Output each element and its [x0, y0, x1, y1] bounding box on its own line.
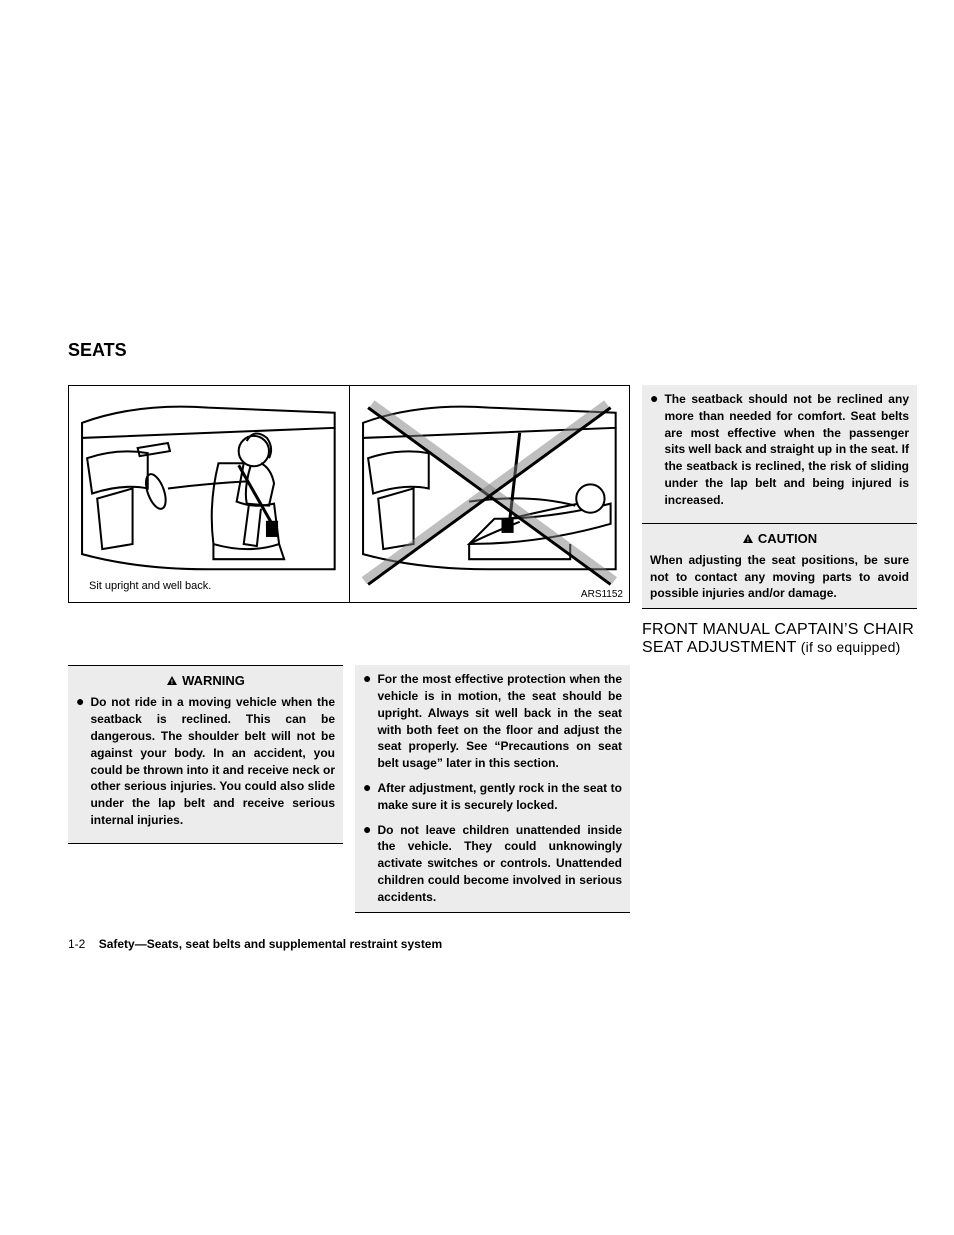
footer-page-number: 1-2: [68, 937, 85, 951]
figure-correct-posture: Sit upright and well back.: [69, 386, 350, 602]
main-grid: Sit upright and well back.: [68, 385, 914, 913]
warning-box: ! WARNING ● Do not ride in a moving vehi…: [68, 665, 343, 844]
bullet-text: Do not leave children unattended inside …: [377, 822, 622, 906]
bullet-text: The seatback should not be reclined any …: [664, 391, 909, 509]
caution-text: When adjusting the seat positions, be su…: [650, 552, 909, 602]
svg-text:!: !: [747, 537, 749, 544]
col3-bottom-empty: [642, 657, 917, 912]
warning-continuation-box: ● The seatback should not be reclined an…: [642, 385, 917, 524]
bullet-children-unattended: ● Do not leave children unattended insid…: [363, 822, 622, 906]
footer-section-title: Safety—Seats, seat belts and supplementa…: [99, 937, 442, 951]
warning-label: WARNING: [182, 672, 245, 690]
bullet-text: After adjustment, gently rock in the sea…: [377, 780, 622, 814]
subheading-line2: SEAT ADJUSTMENT: [642, 639, 801, 656]
subheading: FRONT MANUAL CAPTAIN’S CHAIR SEAT ADJUST…: [642, 621, 917, 657]
upright-seat-illustration: [77, 392, 340, 595]
subheading-line1: FRONT MANUAL CAPTAIN’S CHAIR: [642, 621, 914, 638]
warning-triangle-icon: !: [166, 675, 178, 687]
bullet-seatback-not-reclined: ● The seatback should not be reclined an…: [650, 391, 909, 509]
figure-box: Sit upright and well back.: [68, 385, 630, 603]
bullet-icon: ●: [76, 694, 84, 828]
bullet-after-adjustment: ● After adjustment, gently rock in the s…: [363, 780, 622, 814]
caution-label: CAUTION: [758, 530, 817, 548]
caution-box: ! CAUTION When adjusting the seat positi…: [642, 523, 917, 610]
col1-bottom: ! WARNING ● Do not ride in a moving vehi…: [68, 665, 343, 912]
bullet-effective-protection: ● For the most effective protection when…: [363, 671, 622, 772]
bullet-icon: ●: [363, 780, 371, 814]
figure-code: ARS1152: [581, 589, 623, 600]
bullet-icon: ●: [650, 391, 658, 509]
bullet-do-not-ride-reclined: ● Do not ride in a moving vehicle when t…: [76, 694, 335, 828]
page-footer: 1-2 Safety—Seats, seat belts and supplem…: [68, 937, 914, 951]
warning-title: ! WARNING: [76, 672, 335, 690]
warning-continuation-box-2: ● For the most effective protection when…: [355, 665, 630, 912]
col2-bottom: ● For the most effective protection when…: [355, 665, 630, 912]
figure-incorrect-posture: [350, 386, 630, 602]
bullet-text: Do not ride in a moving vehicle when the…: [90, 694, 335, 828]
reclined-seat-illustration: [358, 392, 621, 595]
subheading-qualifier: (if so equipped): [801, 639, 901, 655]
bullet-icon: ●: [363, 822, 371, 906]
caution-title: ! CAUTION: [650, 530, 909, 548]
section-title: SEATS: [68, 340, 914, 361]
page-content: SEATS: [68, 340, 914, 951]
caution-triangle-icon: !: [742, 533, 754, 545]
figure-caption: Sit upright and well back.: [89, 580, 211, 592]
col3-top: ● The seatback should not be reclined an…: [642, 385, 917, 657]
bullet-text: For the most effective protection when t…: [377, 671, 622, 772]
svg-text:!: !: [171, 679, 173, 686]
bullet-icon: ●: [363, 671, 371, 772]
